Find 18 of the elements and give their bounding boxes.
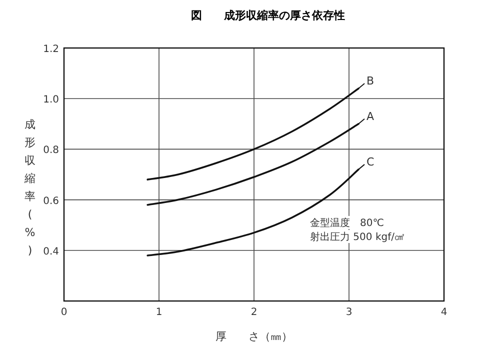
chart-title: 図 成形収縮率の厚さ依存性	[191, 9, 345, 22]
y-axis-title: 成形収縮率(%)	[24, 118, 36, 257]
legend-label: A	[366, 110, 374, 123]
x-tick-label: 0	[60, 307, 68, 318]
x-tick-label: 1	[156, 307, 162, 318]
legend-label: B	[366, 74, 374, 88]
annotation: 金型温度 80℃	[310, 217, 384, 229]
x-tick-label: 4	[440, 307, 448, 318]
x-axis-title: 厚 さ（㎜）	[216, 330, 292, 343]
y-tick-label: 0.4	[43, 246, 59, 258]
y-tick-label: 1.0	[43, 94, 59, 106]
annotation: 射出圧力 500 kgf/㎠	[310, 231, 404, 243]
y-tick-label: 0.8	[43, 145, 59, 156]
x-tick-label: 3	[346, 307, 352, 318]
y-tick-label: 0.6	[43, 196, 59, 207]
y-tick-label: 1.2	[43, 44, 59, 55]
legend-label: C	[366, 155, 374, 168]
x-tick-label: 2	[250, 307, 258, 318]
